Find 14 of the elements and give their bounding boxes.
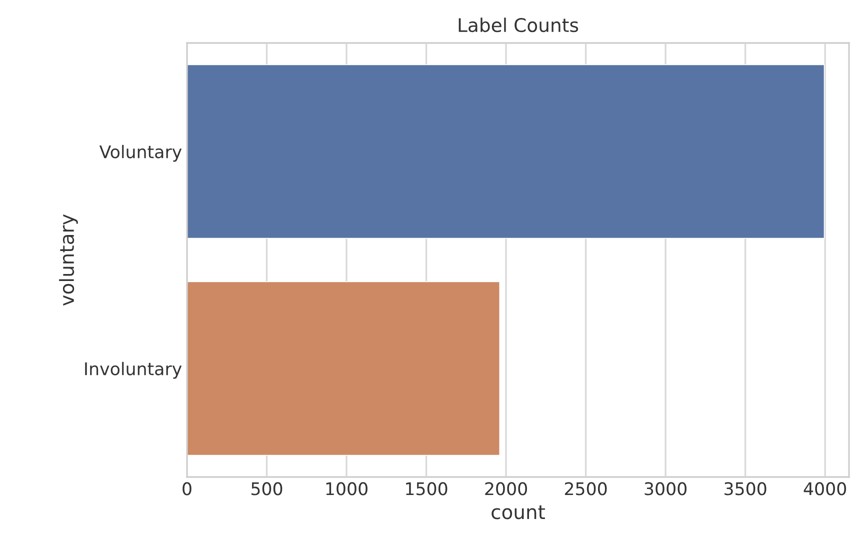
y-tick-label: Involuntary [85,362,182,379]
x-tick-label: 1000 [326,482,368,496]
x-tick-label: 3500 [724,482,766,496]
x-axis-title: count [492,505,545,520]
x-tick-label: 1500 [406,482,448,496]
x-tick-label: 3000 [644,482,686,496]
x-tick-label: 2000 [485,482,527,496]
x-tick-label: 500 [252,482,282,496]
y-axis-title: voluntary [59,214,78,306]
y-tick-label: Voluntary [99,144,182,162]
x-tick-label: 0 [182,482,192,496]
x-tick-label: 2500 [564,482,607,496]
x-tick-label: 4000 [804,482,846,496]
chart-title: Label Counts [458,18,578,32]
